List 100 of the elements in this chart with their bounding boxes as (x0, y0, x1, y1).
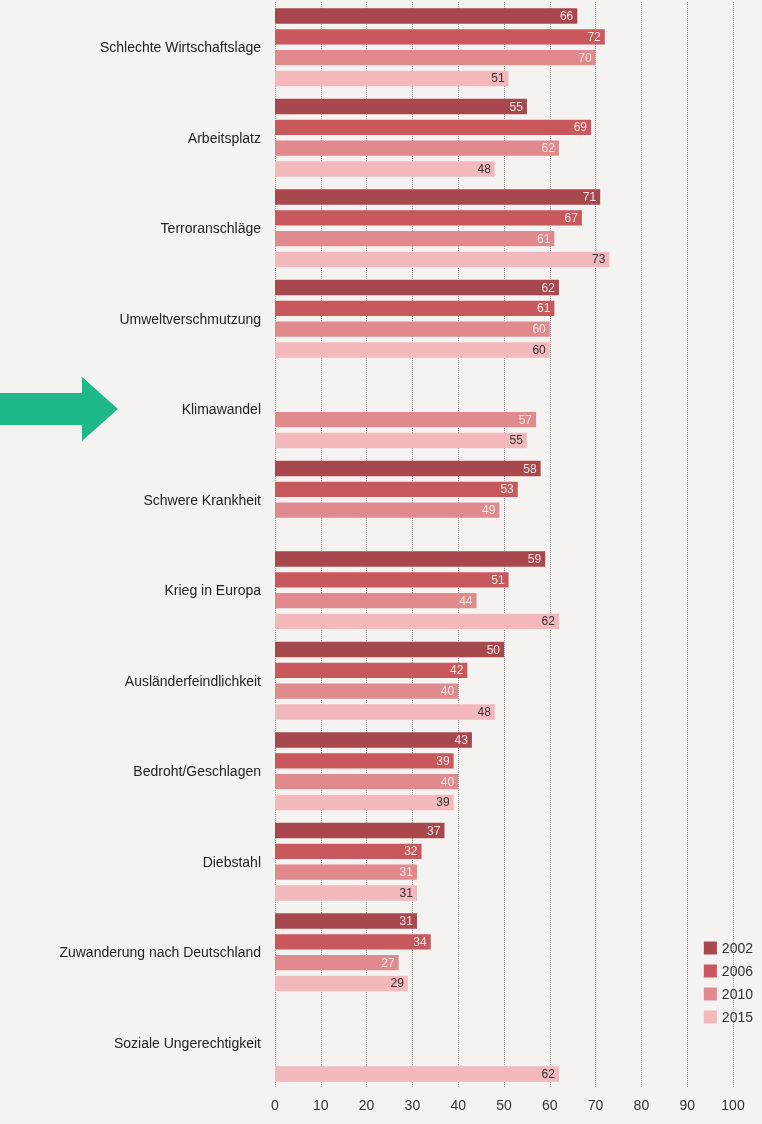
bar (275, 279, 559, 296)
bar (275, 8, 578, 24)
data-label: 55 (509, 99, 524, 114)
data-label: 27 (381, 955, 395, 970)
data-label: 70 (578, 50, 592, 65)
data-label: 51 (491, 71, 505, 86)
bar (275, 662, 468, 679)
bar (275, 230, 555, 247)
data-label: 32 (404, 844, 418, 859)
bar (275, 975, 408, 992)
bar (275, 210, 582, 226)
y-tick-label: Soziale Ungerechtigkeit (113, 1034, 262, 1051)
data-label: 62 (541, 1066, 556, 1081)
bar (275, 954, 399, 971)
data-label: 53 (500, 482, 515, 497)
data-label: 42 (450, 663, 464, 678)
data-label: 59 (527, 552, 542, 567)
bar (275, 592, 477, 609)
data-label: 29 (390, 976, 405, 991)
data-label: 48 (477, 161, 492, 176)
data-label: 51 (491, 572, 505, 587)
data-label: 62 (541, 141, 556, 156)
bar (275, 140, 559, 156)
bar (275, 460, 541, 477)
x-tick-label: 20 (358, 1097, 375, 1113)
bar (275, 641, 504, 658)
legend-label: 2002 (721, 940, 754, 956)
data-label: 50 (486, 642, 501, 657)
bar (275, 119, 592, 136)
bar (275, 1066, 559, 1082)
y-tick-label: Krieg in Europa (164, 582, 262, 599)
data-label: 34 (413, 934, 428, 949)
x-tick-label: 60 (542, 1097, 558, 1113)
data-label: 72 (587, 29, 602, 44)
y-tick-label: Ausländerfeindlichkeit (124, 672, 262, 689)
bar (275, 551, 546, 567)
y-tick-label: Schwere Krankheit (143, 491, 262, 508)
data-label: 55 (509, 433, 524, 448)
bar (275, 843, 422, 860)
data-label: 31 (399, 865, 414, 880)
y-tick-label: Arbeitsplatz (187, 129, 261, 146)
data-label: 31 (399, 914, 414, 929)
x-tick-label: 80 (633, 1097, 650, 1113)
y-tick-label: Schlechte Wirtschaftslage (99, 39, 262, 56)
bar (275, 613, 559, 630)
bar (275, 683, 459, 699)
bar (275, 251, 610, 268)
bar (275, 300, 555, 317)
bar (275, 773, 459, 790)
x-tick-label: 50 (496, 1097, 512, 1113)
bar (275, 885, 417, 901)
data-label: 49 (482, 503, 496, 518)
data-label: 44 (459, 593, 473, 608)
data-label: 57 (518, 412, 533, 427)
data-label: 31 (399, 885, 414, 900)
bar (275, 572, 509, 588)
bar (275, 913, 417, 929)
data-label: 73 (591, 252, 606, 267)
data-label: 60 (532, 322, 547, 337)
bar (275, 98, 527, 115)
x-tick-label: 30 (404, 1097, 421, 1113)
data-label: 40 (440, 684, 455, 699)
x-tick-label: 10 (313, 1097, 329, 1113)
x-tick-label: 40 (450, 1097, 467, 1113)
bar (275, 704, 495, 720)
bar (275, 732, 472, 748)
data-label: 43 (454, 733, 469, 748)
data-label: 39 (436, 753, 450, 768)
data-label: 61 (537, 231, 551, 246)
x-tick-label: 0 (271, 1097, 280, 1113)
data-label: 62 (541, 280, 556, 295)
data-label: 39 (436, 795, 450, 810)
bar (275, 753, 454, 769)
data-label: 67 (564, 210, 579, 225)
y-tick-label: Umweltverschmutzung (119, 310, 261, 327)
data-label: 58 (523, 461, 537, 476)
y-tick-label: Diebstahl (202, 853, 261, 870)
data-label: 60 (532, 342, 547, 357)
bar (275, 189, 601, 205)
bar (275, 502, 500, 518)
legend-label: 2015 (721, 1009, 754, 1025)
bar (275, 411, 537, 428)
data-label: 69 (573, 120, 588, 135)
x-tick-label: 90 (679, 1097, 696, 1113)
data-label: 61 (537, 301, 551, 316)
bar (275, 481, 518, 498)
bar (275, 342, 550, 358)
bar (275, 70, 509, 87)
x-tick-label: 100 (721, 1097, 745, 1113)
bar (275, 321, 550, 337)
bar (275, 794, 454, 811)
data-label: 66 (559, 9, 574, 24)
bar (275, 822, 445, 839)
y-tick-label: Zuwanderung nach Deutschland (59, 944, 261, 961)
data-label: 37 (427, 823, 441, 838)
bar (275, 161, 495, 177)
data-label: 62 (541, 614, 556, 629)
y-tick-label: Klimawandel (181, 401, 261, 418)
bar (275, 29, 605, 45)
x-tick-label: 70 (587, 1097, 604, 1113)
